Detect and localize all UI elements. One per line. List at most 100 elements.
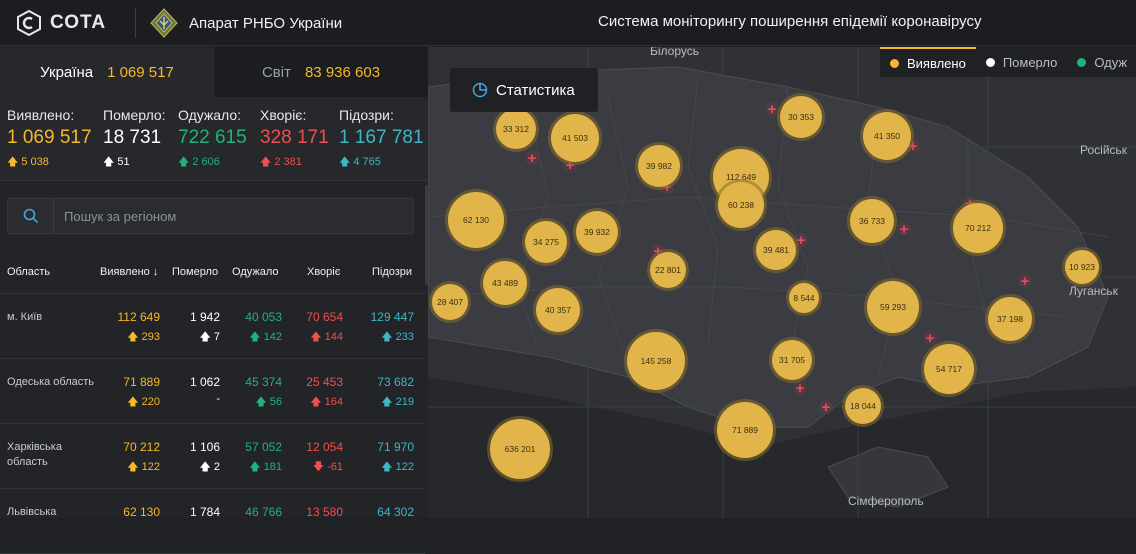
region-bubble[interactable]: 22 801 <box>647 249 689 291</box>
region-bubble[interactable]: 60 238 <box>715 179 767 231</box>
statistics-button[interactable]: Статистика <box>450 68 598 112</box>
table-row[interactable]: м. Київ 112 649 🡅 293 1 942 🡅 7 40 053 🡅 142 70… <box>0 294 425 359</box>
hospital-cross-icon[interactable]: + <box>525 150 539 167</box>
col-suspect[interactable]: Підозри <box>372 266 413 278</box>
region-bubble[interactable]: 28 407 <box>429 281 471 323</box>
arrow-up-icon: 🡅 <box>127 331 142 343</box>
cell-value: 45 374 <box>245 375 282 389</box>
cell-delta-value: - <box>216 393 220 405</box>
cell-value: 112 649 <box>117 310 161 324</box>
region-bubble[interactable]: 18 044 <box>842 385 884 427</box>
arrow-down-icon: 🡇 <box>312 461 328 473</box>
summary-delta: 🡅 51 <box>103 156 130 168</box>
tab-world[interactable]: Світ 83 936 603 <box>214 47 428 97</box>
region-bubble[interactable]: 145 258 <box>624 329 688 393</box>
cell-delta-value: -61 <box>327 461 343 473</box>
hospital-cross-icon[interactable]: + <box>897 221 911 238</box>
sort-arrow-icon: ↓ <box>152 266 159 278</box>
region-bubble[interactable]: 30 353 <box>777 93 825 141</box>
summary-label: Померло: <box>103 107 166 123</box>
svg-text:+: + <box>1021 273 1030 290</box>
cell-delta-value: 122 <box>141 461 160 473</box>
bubble-label: 33 312 <box>503 124 529 134</box>
bubble-label: 71 889 <box>732 425 758 435</box>
region-bubble[interactable]: 39 932 <box>573 208 621 256</box>
region-bubble[interactable]: 62 130 <box>445 189 507 251</box>
hospital-cross-icon[interactable]: + <box>793 380 807 397</box>
summary-detected: Виявлено: 1 069 517 🡅 5 038 <box>7 107 92 172</box>
region-bubble[interactable]: 43 489 <box>480 258 530 308</box>
region-bubble[interactable]: 39 481 <box>753 227 799 273</box>
cell-value: 1 784 <box>189 505 220 519</box>
summary-label: Виявлено: <box>7 107 75 123</box>
search-input[interactable] <box>54 199 413 233</box>
region-bubble[interactable]: 10 923 <box>1062 247 1102 287</box>
col-died[interactable]: Померло <box>172 266 219 278</box>
region-bubble[interactable]: 59 293 <box>864 278 922 336</box>
region-bubble[interactable]: 40 357 <box>533 285 583 335</box>
region-name: м. Київ <box>7 311 43 323</box>
region-bubble[interactable]: 36 733 <box>847 196 897 246</box>
hospital-cross-icon[interactable]: + <box>819 399 833 416</box>
bubble-label: 8 544 <box>793 293 815 303</box>
region-bubble[interactable]: 39 982 <box>635 142 683 190</box>
region-bubble[interactable]: 8 544 <box>786 280 822 316</box>
summary-value: 722 615 <box>178 127 247 148</box>
bubble-label: 39 932 <box>584 227 610 237</box>
region-bubble[interactable]: 41 503 <box>548 111 602 165</box>
sidebar-scrollbar[interactable] <box>425 185 428 285</box>
hospital-cross-icon[interactable]: + <box>765 101 779 118</box>
search-icon[interactable] <box>8 199 54 233</box>
summary-delta: 🡅 2 606 <box>178 156 220 168</box>
cell-delta-value: 293 <box>141 331 160 343</box>
cell-died: 1 062 - <box>190 375 220 405</box>
cell-value: 70 212 <box>123 440 160 454</box>
cell-died: 1 106 🡅 2 <box>190 440 220 477</box>
tab-ukraine[interactable]: Україна 1 069 517 <box>0 47 214 97</box>
col-recovered[interactable]: Одужало <box>232 266 279 278</box>
col-detected-label: Виявлено <box>100 266 150 278</box>
table-row[interactable]: Львівська 62 130 1 784 46 766 13 580 64 302 <box>0 489 425 554</box>
bubble-label: 112 649 <box>726 172 756 182</box>
rnbo-emblem-icon <box>150 8 178 38</box>
col-detected[interactable]: Виявлено ↓ <box>100 266 158 278</box>
region-bubble[interactable]: 34 275 <box>522 218 570 266</box>
cell-delta: 🡅 142 <box>245 328 282 347</box>
table-row[interactable]: Харківська область 70 212 🡅 122 1 106 🡅 2 57 … <box>0 424 425 489</box>
search-box <box>7 198 414 234</box>
region-bubble[interactable]: 70 212 <box>950 200 1006 256</box>
arrow-up-icon: 🡅 <box>127 461 142 473</box>
tab-world-count: 83 936 603 <box>304 63 381 81</box>
hospital-cross-icon[interactable]: + <box>923 330 937 347</box>
legend-detected[interactable]: Виявлено <box>880 47 976 77</box>
svg-text:+: + <box>822 399 831 416</box>
bubble-label: 31 705 <box>779 355 805 365</box>
table-row[interactable]: Одеська область 71 889 🡅 220 1 062 - 45 374 🡅 … <box>0 359 425 424</box>
region-bubble[interactable]: 31 705 <box>769 337 815 383</box>
hospital-cross-icon[interactable]: + <box>1018 273 1032 290</box>
map-area[interactable]: Білорусь Російськ Луганськ Сімферополь +… <box>428 47 1136 518</box>
legend-dot-icon <box>890 58 899 68</box>
arrow-up-icon: 🡅 <box>127 396 142 408</box>
legend-died[interactable]: Померло <box>976 47 1068 77</box>
region-bubble[interactable]: 33 312 <box>493 106 539 152</box>
arrow-up-icon: 🡅 <box>310 331 325 343</box>
col-sick[interactable]: Хворіє <box>307 266 341 278</box>
region-bubble[interactable]: 41 350 <box>860 109 914 163</box>
tab-world-label: Світ <box>261 63 291 81</box>
legend-label: Померло <box>1002 54 1058 70</box>
bubble-label: 10 923 <box>1069 262 1095 272</box>
rnbo-brand[interactable]: Апарат РНБО України <box>149 8 342 38</box>
region-bubble[interactable]: 636 201 <box>487 416 553 482</box>
statistics-label: Статистика <box>496 81 575 99</box>
legend-recovered[interactable]: Одуж <box>1067 47 1136 77</box>
cell-delta: 🡅 293 <box>118 328 160 347</box>
cell-detected: 71 889 🡅 220 <box>123 375 160 412</box>
region-bubble[interactable]: 71 889 <box>714 399 776 461</box>
region-bubble[interactable]: 37 198 <box>985 294 1035 344</box>
cota-logo[interactable]: СОТА <box>16 10 106 36</box>
region-bubble[interactable]: 54 717 <box>921 341 977 397</box>
cell-delta: - <box>190 393 220 405</box>
summary-delta-value: 5 038 <box>21 156 49 168</box>
col-region[interactable]: Область <box>7 266 51 278</box>
